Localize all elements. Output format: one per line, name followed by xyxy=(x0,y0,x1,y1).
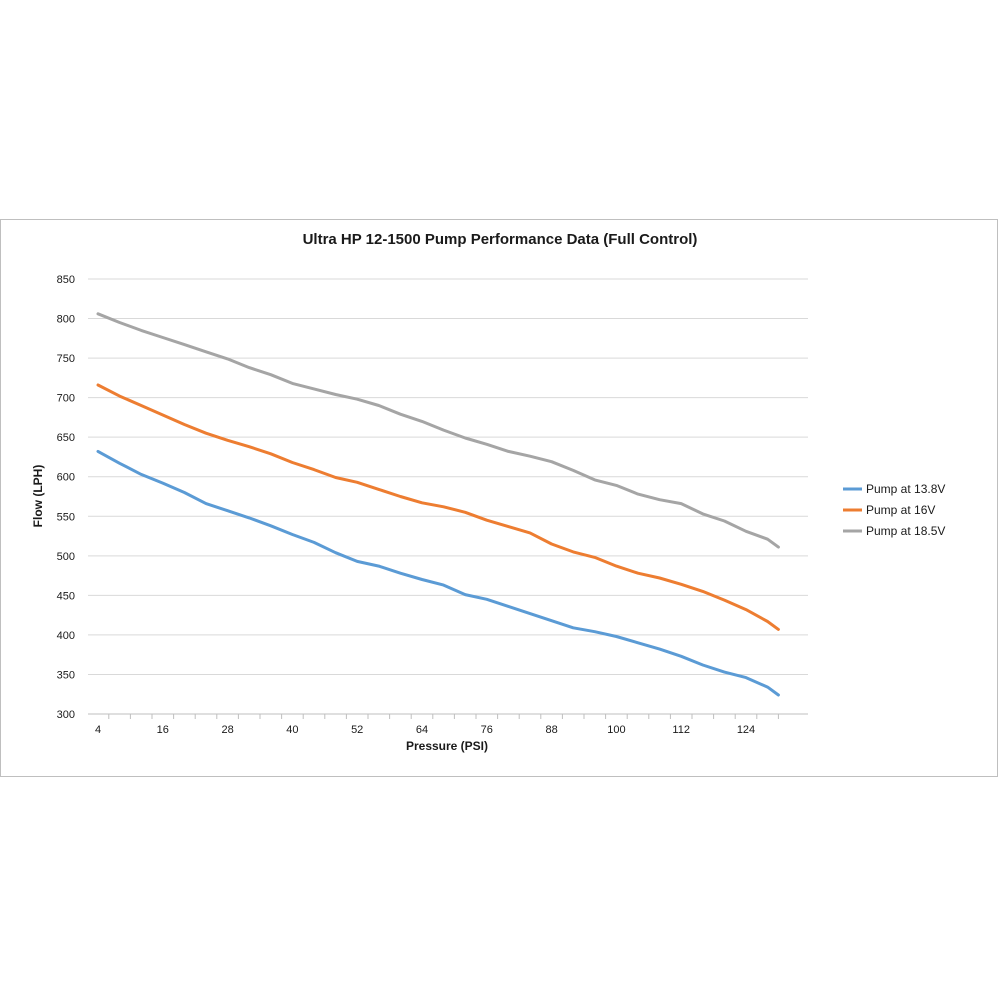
y-tick-label: 700 xyxy=(57,393,75,405)
x-tick-label: 124 xyxy=(737,724,755,736)
y-tick-label: 350 xyxy=(57,669,75,681)
y-tick-label: 500 xyxy=(57,551,75,563)
y-tick-label: 550 xyxy=(57,511,75,523)
y-tick-label: 300 xyxy=(57,709,75,721)
x-tick-label: 88 xyxy=(545,724,557,736)
x-tick-label: 28 xyxy=(221,724,233,736)
y-tick-label: 850 xyxy=(57,274,75,286)
chart-frame xyxy=(0,219,998,777)
x-tick-label: 64 xyxy=(416,724,428,736)
chart-title: Ultra HP 12-1500 Pump Performance Data (… xyxy=(303,231,698,248)
x-tick-label: 100 xyxy=(607,724,625,736)
y-tick-label: 450 xyxy=(57,590,75,602)
legend-label: Pump at 13.8V xyxy=(866,482,945,496)
y-axis-label: Flow (LPH) xyxy=(31,465,45,528)
x-axis-label: Pressure (PSI) xyxy=(406,739,488,753)
y-tick-label: 800 xyxy=(57,314,75,326)
series-line-1 xyxy=(96,449,780,697)
x-tick-label: 4 xyxy=(95,724,101,736)
x-tick-label: 16 xyxy=(157,724,169,736)
y-tick-label: 650 xyxy=(57,432,75,444)
series-lines xyxy=(96,312,780,697)
x-tick-label: 52 xyxy=(351,724,363,736)
x-tick-label: 112 xyxy=(672,724,690,736)
y-axis-ticks: 300 350 400 450 500 550 600 650 700 750 800 850 xyxy=(57,274,75,721)
y-tick-label: 750 xyxy=(57,353,75,365)
x-tick-label: 76 xyxy=(481,724,493,736)
gridlines xyxy=(88,278,808,715)
x-axis-ticks: 4 16 28 40 52 64 76 88 100 112 124 xyxy=(95,714,779,736)
legend: Pump at 13.8V Pump at 16V Pump at 18.5V xyxy=(843,482,945,538)
series-line-2 xyxy=(96,383,780,631)
legend-label: Pump at 16V xyxy=(866,503,935,517)
y-tick-label: 600 xyxy=(57,472,75,484)
legend-label: Pump at 18.5V xyxy=(866,524,945,538)
y-tick-label: 400 xyxy=(57,630,75,642)
series-line-3 xyxy=(96,312,780,549)
x-tick-label: 40 xyxy=(286,724,298,736)
